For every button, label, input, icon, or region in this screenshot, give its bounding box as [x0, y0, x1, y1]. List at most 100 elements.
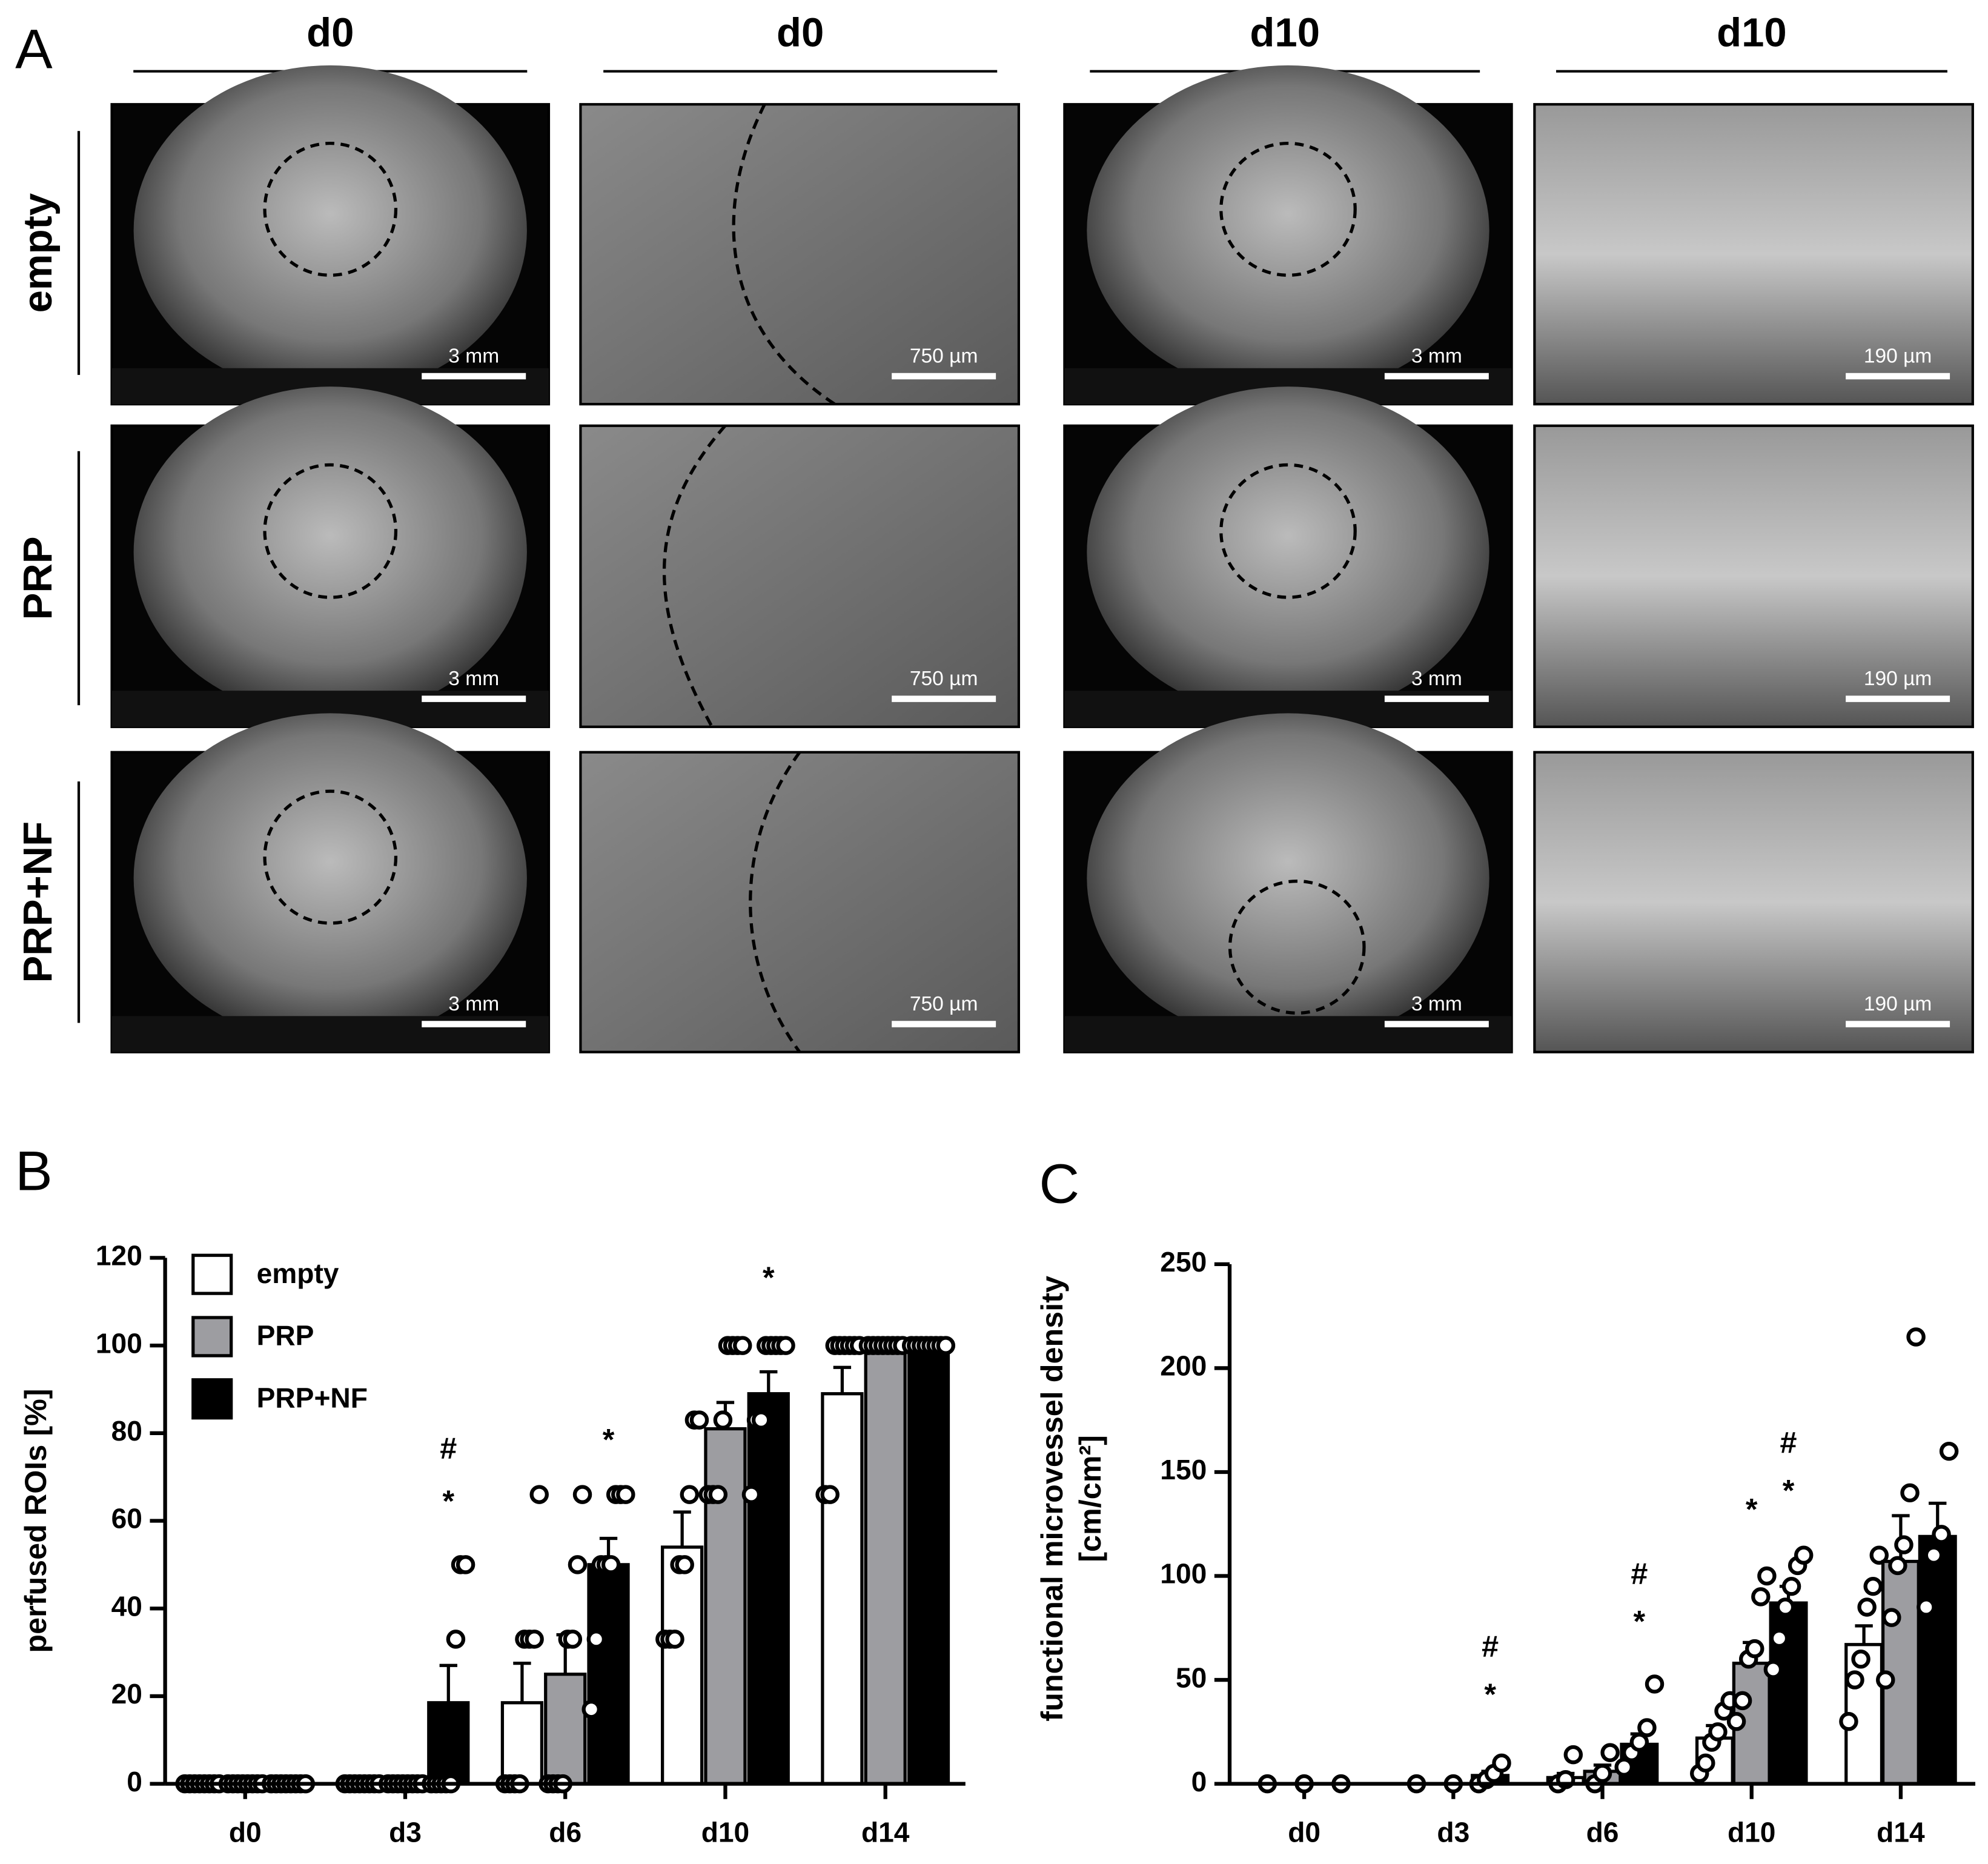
bar: [704, 1427, 747, 1786]
y-tick-label: 20: [111, 1678, 142, 1710]
data-point: [525, 1630, 544, 1649]
significance-mark: #: [1780, 1425, 1797, 1460]
data-point: [1775, 1597, 1795, 1617]
legend-label: PRP+NF: [257, 1382, 368, 1413]
x-tick-label: d10: [701, 1817, 749, 1848]
y-axis-label: functional microvessel density: [1035, 1276, 1069, 1722]
data-point: [1851, 1650, 1870, 1669]
error-bar: [439, 1663, 457, 1703]
bar: [427, 1701, 470, 1786]
data-point: [1769, 1628, 1789, 1648]
data-point: [1900, 1483, 1920, 1503]
data-point: [1845, 1670, 1864, 1690]
data-point: [936, 1336, 956, 1355]
data-point: [1629, 1733, 1649, 1752]
data-point: [689, 1410, 709, 1430]
data-point: [1863, 1576, 1883, 1596]
data-point: [1869, 1545, 1889, 1565]
chamber-field: [133, 386, 527, 718]
data-point: [741, 1485, 761, 1504]
legend-swatch: [191, 1316, 233, 1358]
column-header: d10: [1717, 10, 1787, 56]
y-tick-label: 0: [127, 1766, 142, 1797]
data-point: [601, 1555, 621, 1574]
data-point: [1939, 1441, 1959, 1461]
x-tick-label: d3: [389, 1817, 422, 1848]
border-outline: [732, 104, 836, 406]
bar: [544, 1673, 587, 1786]
y-tick-label: 80: [111, 1415, 142, 1447]
scale-bar-label: 3 mm: [1411, 993, 1462, 1015]
y-axis-label: perfused ROIs [%]: [18, 1388, 53, 1653]
x-tick-label: d3: [1437, 1817, 1469, 1848]
data-point: [1592, 1763, 1612, 1783]
border-outline: [663, 425, 727, 728]
defect-outline: [1219, 463, 1357, 599]
defect-outline: [1219, 141, 1357, 277]
scale-bar-label: 750 µm: [910, 345, 978, 367]
micrograph-frame: [1533, 103, 1974, 406]
y-tick-label: 100: [96, 1327, 142, 1359]
error-bar: [513, 1662, 531, 1703]
data-point: [1745, 1639, 1764, 1659]
significance-mark: *: [603, 1422, 615, 1457]
scale-bar-label: 190 µm: [1864, 993, 1932, 1015]
data-point: [1906, 1327, 1926, 1347]
data-point: [1708, 1722, 1728, 1742]
bar: [747, 1392, 790, 1786]
row-label: empty: [15, 193, 61, 313]
data-point: [713, 1410, 733, 1430]
y-tick-label: 0: [1191, 1766, 1207, 1797]
error-bar: [833, 1365, 852, 1394]
data-point: [675, 1555, 694, 1574]
data-point: [1600, 1743, 1620, 1762]
data-point: [1924, 1545, 1944, 1565]
y-tick-label: 50: [1176, 1662, 1207, 1693]
significance-mark: #: [440, 1431, 457, 1465]
y-axis-label: [cm/cm²]: [1073, 1435, 1107, 1562]
data-point: [586, 1630, 606, 1649]
x-tick-label: d0: [1288, 1817, 1320, 1848]
significance-mark: *: [1484, 1677, 1496, 1711]
data-point: [1794, 1545, 1814, 1565]
y-tick-label: 150: [1160, 1454, 1207, 1485]
error-bar: [760, 1370, 778, 1394]
x-tick-label: d6: [549, 1817, 581, 1848]
x-tick-label: d6: [1586, 1817, 1619, 1848]
data-point: [1888, 1556, 1907, 1576]
x-tick-label: d14: [861, 1817, 910, 1848]
bar: [661, 1545, 704, 1786]
scale-bar-label: 3 mm: [448, 668, 499, 690]
y-tick-label: 60: [111, 1503, 142, 1534]
panel-letter: C: [1039, 1152, 1079, 1215]
data-point: [776, 1336, 795, 1355]
data-point: [581, 1699, 601, 1719]
data-point: [563, 1630, 583, 1649]
bar: [587, 1563, 630, 1786]
data-point: [1932, 1525, 1951, 1544]
panel-letter: A: [15, 18, 53, 81]
defect-outline: [1228, 879, 1366, 1015]
scale-bar-label: 750 µm: [910, 993, 978, 1015]
scale-bar-label: 3 mm: [448, 345, 499, 367]
data-point: [1751, 1587, 1771, 1607]
y-tick-label: 40: [111, 1590, 142, 1622]
data-point: [1857, 1597, 1877, 1617]
chamber-field: [1087, 713, 1489, 1043]
legend-label: PRP: [257, 1320, 314, 1352]
column-header: d0: [777, 10, 824, 56]
data-point: [616, 1485, 635, 1504]
data-point: [1876, 1670, 1895, 1690]
data-point: [529, 1485, 549, 1504]
y-tick-label: 120: [96, 1240, 142, 1272]
y-tick-label: 250: [1160, 1246, 1207, 1278]
row-label: PRP+NF: [15, 821, 61, 983]
data-point: [568, 1555, 588, 1574]
chamber-field: [1087, 65, 1489, 396]
error-bar: [673, 1510, 691, 1547]
x-tick-label: d0: [229, 1817, 262, 1848]
significance-mark: *: [1746, 1491, 1758, 1526]
significance-mark: #: [1482, 1629, 1499, 1663]
